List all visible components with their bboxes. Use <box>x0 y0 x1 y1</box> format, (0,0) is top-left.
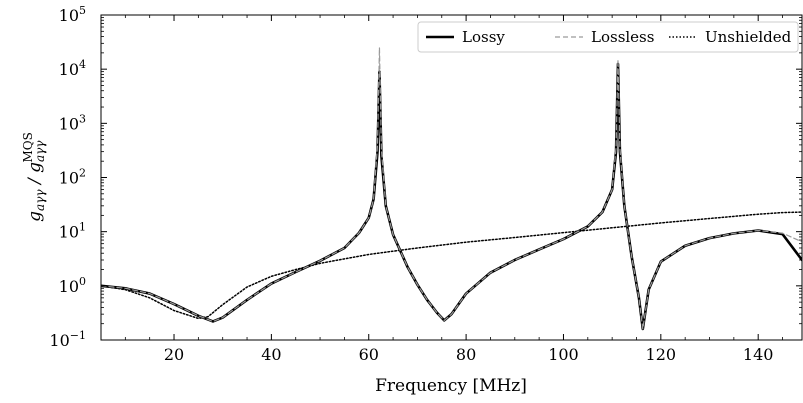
x-tick-label: 80 <box>456 345 476 364</box>
plot-background <box>101 15 802 340</box>
y-tick-label: 101 <box>59 221 86 242</box>
x-axis-label: Frequency [MHz] <box>375 376 527 396</box>
axis-layer: 20 40 60 80 100 120 140 10−1 100 101 102 103 104 105 <box>49 4 802 364</box>
legend-box <box>417 21 799 53</box>
legend: Lossy Lossless Unshielded <box>417 21 799 53</box>
y-tick-label: 105 <box>59 4 86 25</box>
series-line-lossless <box>101 47 802 330</box>
x-tick-label: 120 <box>646 345 677 364</box>
y-axis-label: g_aγγ / g_aγγ^MQS gaγγ / gaγγMQS <box>21 132 47 222</box>
y-tick-label: 103 <box>59 112 86 133</box>
plot-frame <box>100 14 803 341</box>
legend-label-lossless: Lossless <box>591 28 654 46</box>
x-tick-label: 40 <box>261 345 281 364</box>
series-layer <box>101 47 802 331</box>
y-tick-label: 10−1 <box>49 329 86 350</box>
x-tick-label: 100 <box>548 345 579 364</box>
legend-label-unshielded: Unshielded <box>705 28 792 46</box>
x-tick-label: 140 <box>743 345 774 364</box>
x-tick-label: 20 <box>164 345 184 364</box>
y-tick-label: 104 <box>59 58 86 79</box>
y-tick-label: 102 <box>59 167 86 188</box>
legend-label-lossy: Lossy <box>462 28 505 46</box>
series-line-unshielded <box>101 211 802 320</box>
y-tick-label: 100 <box>59 275 86 296</box>
x-tick-label: 60 <box>359 345 379 364</box>
